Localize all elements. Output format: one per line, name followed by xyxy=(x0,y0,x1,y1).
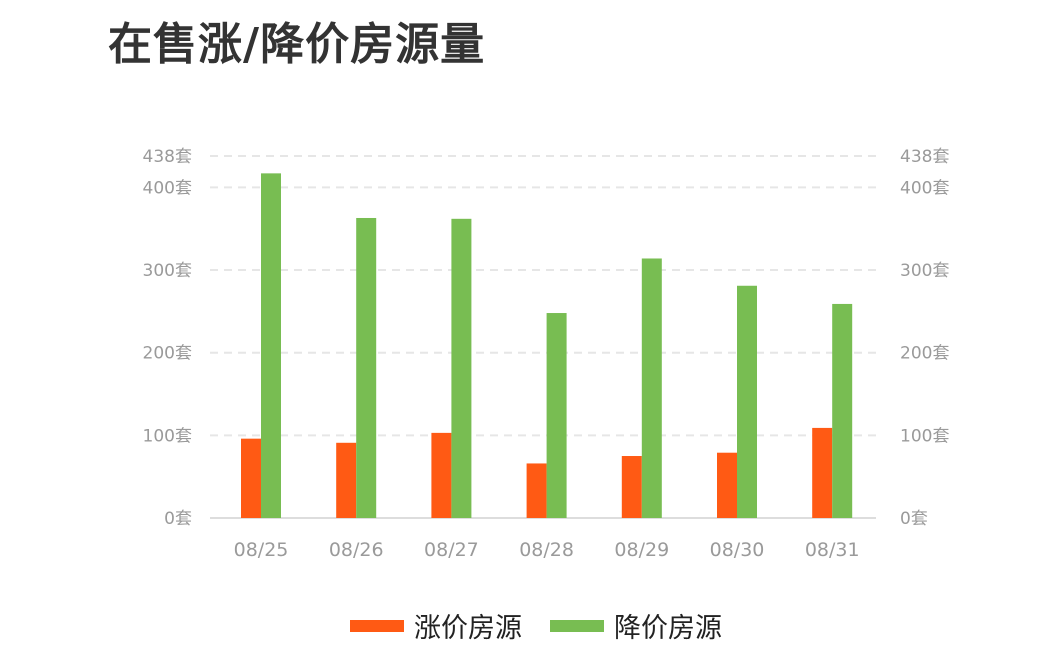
bar-down xyxy=(641,258,662,518)
x-tick-label: 08/27 xyxy=(424,539,479,561)
y-tick-label-right: 400套 xyxy=(900,178,949,198)
legend-item-down: 降价房源 xyxy=(550,606,722,645)
bar-up xyxy=(431,432,452,518)
chart-title: 在售涨/降价房源量 xyxy=(108,19,486,70)
x-tick-label: 08/25 xyxy=(234,539,289,561)
bar-up xyxy=(717,452,737,518)
y-tick-label-right: 0套 xyxy=(900,509,928,529)
bar-down xyxy=(356,217,377,518)
bar-up xyxy=(336,442,357,518)
x-tick-label: 08/31 xyxy=(805,539,860,561)
bar-down xyxy=(832,303,853,518)
bar-down xyxy=(546,313,567,518)
bar-up xyxy=(241,438,261,518)
y-tick-label-left: 438套 xyxy=(143,147,192,167)
x-tick-label: 08/26 xyxy=(329,539,384,561)
bar-down xyxy=(261,173,281,518)
bar-up xyxy=(526,463,547,518)
y-tick-label-left: 300套 xyxy=(143,261,192,281)
bar-chart: 0套 0套 100套 100套 200套 200套 300套 300套 400套 400套 438套… xyxy=(143,147,950,561)
y-tick-label-left: 100套 xyxy=(143,426,192,446)
y-tick-label-right: 100套 xyxy=(900,426,949,446)
bar-down xyxy=(737,285,757,518)
y-tick-label-left: 200套 xyxy=(143,344,192,364)
bar-up xyxy=(621,456,642,518)
legend-label-up: 涨价房源 xyxy=(414,613,522,644)
y-tick-label-right: 200套 xyxy=(900,344,949,364)
bar-down xyxy=(451,218,472,518)
y-tick-label-right: 300套 xyxy=(900,261,949,281)
x-tick-label: 08/29 xyxy=(614,539,669,561)
legend: 涨价房源 降价房源 xyxy=(350,606,750,645)
legend-swatch-up xyxy=(350,619,404,632)
x-tick-label: 08/30 xyxy=(710,539,765,561)
y-tick-label-right: 438套 xyxy=(900,147,949,167)
bar-up xyxy=(812,427,833,518)
y-tick-label-left: 0套 xyxy=(164,509,192,529)
x-tick-label: 08/28 xyxy=(519,539,574,561)
legend-label-down: 降价房源 xyxy=(614,613,722,644)
y-tick-label-left: 400套 xyxy=(143,178,192,198)
legend-swatch-down xyxy=(550,619,604,632)
legend-item-up: 涨价房源 xyxy=(350,606,522,645)
